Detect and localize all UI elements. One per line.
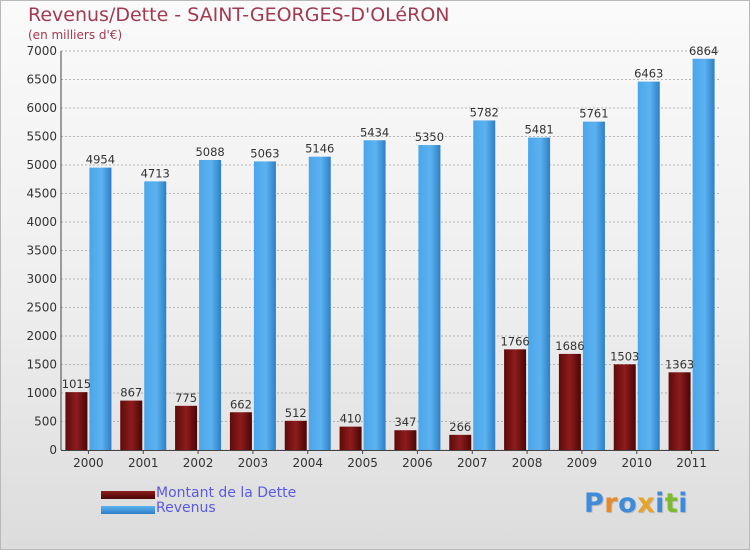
data-label-debt: 775 <box>175 391 197 405</box>
logo-letter: i <box>678 488 689 519</box>
y-tick-label: 6000 <box>26 101 57 115</box>
bar-revenus <box>144 181 167 450</box>
data-label-debt: 347 <box>394 415 416 429</box>
data-label-revenus: 5434 <box>360 125 389 139</box>
bar-debt <box>504 349 527 450</box>
data-label-debt: 512 <box>285 406 307 420</box>
bar-revenus <box>253 161 276 450</box>
y-tick-label: 5500 <box>26 130 57 144</box>
bar-debt <box>175 405 198 450</box>
logo-letter: P <box>584 488 605 519</box>
x-tick-label: 2008 <box>512 456 543 470</box>
data-label-revenus: 5350 <box>415 130 444 144</box>
logo-letter: r <box>604 488 619 519</box>
y-tick-label: 5000 <box>26 158 57 172</box>
data-label-revenus: 4713 <box>141 166 170 180</box>
data-label-debt: 410 <box>340 412 362 426</box>
bar-revenus <box>692 58 715 450</box>
x-tick-label: 2003 <box>238 456 269 470</box>
y-tick-label: 6500 <box>26 73 57 87</box>
logo-letter: o <box>618 488 638 519</box>
x-tick-label: 2002 <box>183 456 214 470</box>
y-tick-label: 4000 <box>26 215 57 229</box>
data-label-revenus: 5782 <box>470 105 499 119</box>
data-label-revenus: 5761 <box>579 107 608 121</box>
x-tick-label: 2005 <box>347 456 378 470</box>
bar-debt <box>339 426 362 450</box>
data-label-debt: 1766 <box>500 334 529 348</box>
data-label-revenus: 5146 <box>305 142 334 156</box>
bar-revenus <box>473 120 496 451</box>
logo-letter: i <box>655 488 665 519</box>
x-tick-label: 2009 <box>567 456 598 470</box>
data-label-revenus: 5088 <box>195 145 224 159</box>
x-tick-label: 2006 <box>402 456 433 470</box>
legend-swatch-revenus <box>101 506 155 514</box>
chart-title: Revenus/Dette - SAINT-GEORGES-D'OLéRON <box>28 4 450 26</box>
x-tick-label: 2004 <box>292 456 323 470</box>
legend-label-debt: Montant de la Dette <box>156 485 297 501</box>
y-tick-label: 2500 <box>26 301 57 315</box>
data-label-debt: 662 <box>230 397 252 411</box>
bar-revenus <box>199 159 222 450</box>
legend-swatch-debt <box>101 491 155 499</box>
data-label-debt: 266 <box>449 420 471 434</box>
bar-debt <box>229 412 252 450</box>
data-label-debt: 867 <box>120 386 142 400</box>
data-label-revenus: 5481 <box>524 123 553 137</box>
y-tick-label: 0 <box>49 443 57 457</box>
bar-revenus <box>582 121 605 451</box>
x-tick-label: 2000 <box>73 456 104 470</box>
data-label-debt: 1015 <box>62 377 91 391</box>
y-tick-label: 3000 <box>26 272 57 286</box>
bar-debt <box>120 400 143 450</box>
y-tick-label: 3500 <box>26 244 57 258</box>
y-tick-label: 7000 <box>26 44 57 58</box>
bar-debt <box>449 434 472 450</box>
y-tick-label: 1000 <box>26 386 57 400</box>
data-label-revenus: 4954 <box>86 153 115 167</box>
logo-letter: x <box>637 488 656 519</box>
data-label-debt: 1363 <box>665 357 694 371</box>
bar-revenus <box>89 167 112 450</box>
chart-subtitle: (en milliers d'€) <box>28 28 123 42</box>
bar-revenus <box>418 145 441 451</box>
data-label-revenus: 6463 <box>634 67 663 81</box>
bar-revenus <box>308 156 331 451</box>
bar-revenus <box>637 81 660 450</box>
x-tick-label: 2011 <box>676 456 707 470</box>
bar-debt <box>668 372 691 450</box>
bar-revenus <box>363 140 386 450</box>
data-label-debt: 1503 <box>610 349 639 363</box>
y-tick-label: 500 <box>34 415 57 429</box>
x-tick-label: 2010 <box>621 456 652 470</box>
bar-revenus <box>528 137 551 450</box>
bar-debt <box>284 420 307 450</box>
data-label-revenus: 6864 <box>689 44 718 58</box>
y-tick-label: 2000 <box>26 329 57 343</box>
legend-label-revenus: Revenus <box>156 500 216 516</box>
bar-debt <box>65 392 88 450</box>
y-tick-label: 4500 <box>26 187 57 201</box>
logo-letter: t <box>664 488 679 519</box>
data-label-revenus: 5063 <box>250 146 279 160</box>
proxiti-logo: Proxiti <box>584 488 688 519</box>
x-tick-label: 2007 <box>457 456 488 470</box>
bar-debt <box>613 364 636 450</box>
bar-debt <box>394 430 417 450</box>
bar-debt <box>558 353 581 450</box>
x-tick-label: 2001 <box>128 456 159 470</box>
data-label-debt: 1686 <box>555 339 584 353</box>
y-tick-label: 1500 <box>26 358 57 372</box>
